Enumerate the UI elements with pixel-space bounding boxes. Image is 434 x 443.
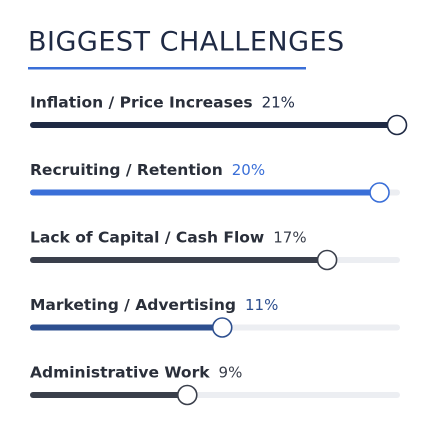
category-label: Marketing / Advertising: [30, 296, 236, 314]
bar-knob: [176, 384, 198, 406]
bar: [30, 257, 328, 263]
value-label: 20%: [232, 161, 265, 179]
chart-title: BIGGEST CHALLENGES: [28, 27, 345, 58]
bar-knob: [211, 317, 233, 338]
bar-knob: [369, 182, 390, 203]
value-label: 11%: [245, 296, 278, 314]
bar: [30, 392, 188, 398]
category-label: Administrative Work: [30, 364, 210, 382]
category-label: Recruiting / Retention: [30, 161, 223, 179]
bar-knob: [386, 114, 408, 136]
bar: [30, 324, 223, 331]
bar: [30, 189, 380, 196]
category-label: Inflation / Price Increases: [30, 94, 253, 112]
bar-knob: [316, 249, 338, 271]
title-underline: [28, 67, 306, 70]
value-label: 9%: [219, 364, 243, 382]
value-label: 21%: [262, 94, 295, 112]
value-label: 17%: [273, 229, 306, 247]
category-label: Lack of Capital / Cash Flow: [30, 229, 264, 247]
bar: [30, 122, 397, 128]
